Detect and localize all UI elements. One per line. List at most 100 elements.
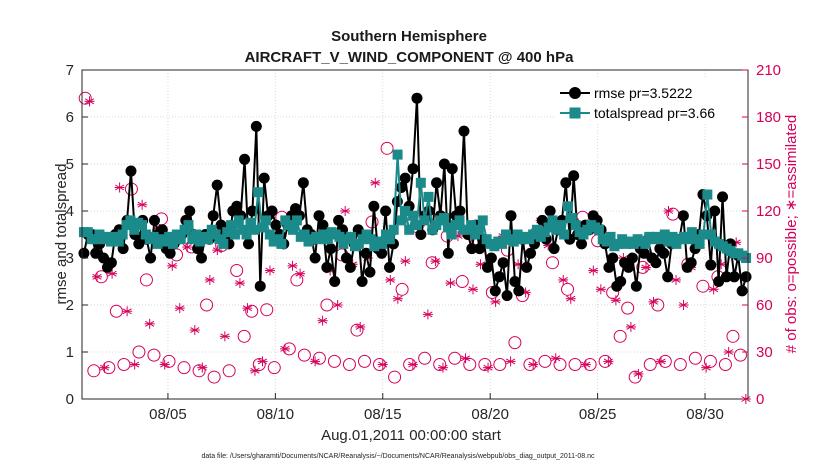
obs-assimilated-point [370, 177, 381, 188]
obs-assimilated-point [528, 359, 539, 370]
y-axis-label-right: # of obs: o=possible; ∗=assimilated [783, 115, 800, 354]
rmse-point [105, 257, 117, 269]
spread-point [249, 224, 260, 235]
spread-point [260, 215, 271, 226]
rmse-point [148, 214, 160, 226]
spread-point [543, 222, 554, 233]
rmse-point [603, 261, 615, 273]
spread-point [241, 229, 252, 240]
y-tick-label-left: 5 [66, 156, 74, 173]
rmse-point [505, 210, 517, 222]
obs-possible-point [651, 298, 665, 312]
rmse-point [325, 243, 337, 255]
spread-point [175, 234, 186, 245]
rmse-point [207, 210, 219, 222]
obs-possible-point [342, 358, 356, 372]
obs-possible-point [568, 358, 582, 372]
rmse-point [623, 261, 635, 273]
plot-frame [81, 69, 749, 400]
y-tick-label-left: 2 [66, 297, 74, 314]
obs-assimilated-point [257, 356, 268, 367]
spread-point [702, 189, 713, 200]
x-tick-label: 08/10 [257, 406, 295, 423]
x-tick-label: 08/25 [579, 406, 617, 423]
rmse-point [442, 247, 454, 259]
obs-possible-point [207, 370, 221, 384]
obs-assimilated-point [189, 325, 200, 336]
obs-possible-point [327, 354, 341, 368]
obs-assimilated-point [392, 293, 403, 304]
rmse-point [474, 243, 486, 255]
rmse-point [521, 261, 533, 273]
obs-possible-point [628, 370, 642, 384]
obs-assimilated-point [558, 274, 569, 285]
spread-point [555, 220, 566, 231]
rmse-point [395, 182, 407, 193]
rmse-point [431, 177, 443, 189]
obs-possible-point [139, 273, 153, 287]
rmse-point [650, 257, 662, 269]
rmse-point [231, 200, 243, 212]
obs-possible-point [726, 329, 740, 343]
obs-assimilated-point [550, 353, 561, 364]
rmse-point [497, 257, 509, 269]
obs-possible-point [508, 336, 522, 350]
spread-point [446, 229, 457, 240]
obs-assimilated-point [460, 353, 471, 364]
spread-point [682, 234, 693, 245]
obs-assimilated-point [723, 347, 734, 357]
rmse-point [340, 252, 352, 264]
obs-possible-point [132, 345, 146, 359]
spread-point [454, 215, 465, 226]
rmse-point [411, 92, 423, 104]
obs-possible-point [688, 351, 702, 365]
obs-assimilated-point [355, 321, 366, 332]
y-tick-label-left: 7 [66, 62, 74, 79]
obs-possible-point [260, 303, 274, 317]
obs-assimilated-point [280, 343, 291, 354]
spread-point [257, 222, 268, 233]
obs-possible-point [478, 358, 492, 372]
rmse-point [677, 210, 689, 222]
spread-point [439, 213, 450, 224]
rmse-point [576, 238, 587, 250]
y-tick-label-left: 4 [66, 203, 74, 220]
spread-point [191, 229, 202, 240]
rmse-point [195, 252, 207, 264]
spread-point [365, 234, 376, 245]
spread-point [605, 231, 616, 242]
obs-assimilated-point [137, 199, 148, 210]
spread-point [559, 229, 570, 240]
obs-assimilated-point [640, 262, 651, 273]
rmse-point [709, 205, 721, 217]
spread-point [400, 206, 411, 216]
rmse-point [509, 276, 521, 287]
rmse-point [705, 259, 717, 271]
obs-assimilated-point [483, 362, 494, 373]
obs-assimilated-point [242, 303, 253, 314]
obs-possible-point [418, 351, 432, 365]
obs-possible-point [358, 354, 372, 368]
y-tick-label-left: 6 [66, 109, 74, 126]
rmse-point [344, 261, 356, 273]
rmse-point [458, 125, 470, 137]
spread-point [137, 220, 148, 231]
obs-possible-point [538, 354, 552, 368]
obs-assimilated-point [565, 293, 576, 304]
obs-assimilated-point [385, 274, 396, 285]
y-tick-label-right: 150 [756, 156, 781, 173]
spread-point [226, 220, 237, 231]
obs-assimilated-point [625, 321, 636, 332]
rmse-point [615, 276, 627, 287]
obs-possible-point [433, 358, 447, 372]
spread-point [415, 177, 426, 188]
rmse-point [364, 266, 376, 278]
obs-assimilated-point [197, 362, 208, 373]
spread-point [334, 231, 345, 242]
obs-possible-point [643, 358, 657, 372]
rmse-point [560, 177, 572, 189]
obs-assimilated-point [99, 362, 110, 373]
spread-point [183, 220, 194, 231]
spread-point [129, 224, 140, 235]
